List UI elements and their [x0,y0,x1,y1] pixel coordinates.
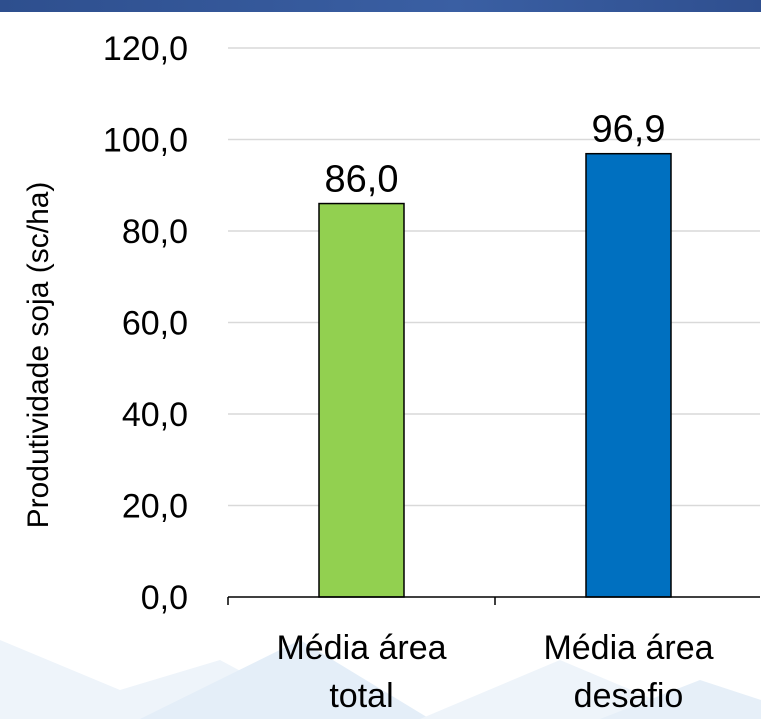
x-category-label: Média área [276,629,446,667]
y-axis-title: Produtividade soja (sc/ha) [22,182,55,529]
axes [227,596,760,605]
x-category-label: Média área [543,629,713,667]
y-tick-label: 80,0 [122,213,188,251]
bar [585,152,672,598]
y-tick-labels: 0,0 20,0 40,0 60,0 80,0 100,0 120,0 [103,30,188,617]
data-label: 96,9 [592,109,666,151]
y-tick-label: 120,0 [103,30,188,68]
y-tick-label: 20,0 [122,488,188,526]
header-bar [0,0,761,12]
data-label: 86,0 [325,159,399,201]
y-tick-label: 60,0 [122,305,188,343]
x-category-label: desafio [574,677,684,715]
y-tick-label: 0,0 [141,579,188,617]
x-category-label: total [329,677,393,715]
y-tick-label: 40,0 [122,396,188,434]
x-category-labels: Média área total Média área desafio [276,629,713,715]
bar [318,202,405,598]
gridlines [228,47,760,507]
bars [318,152,672,598]
y-tick-label: 100,0 [103,122,188,160]
data-labels: 86,0 96,9 [325,109,666,201]
